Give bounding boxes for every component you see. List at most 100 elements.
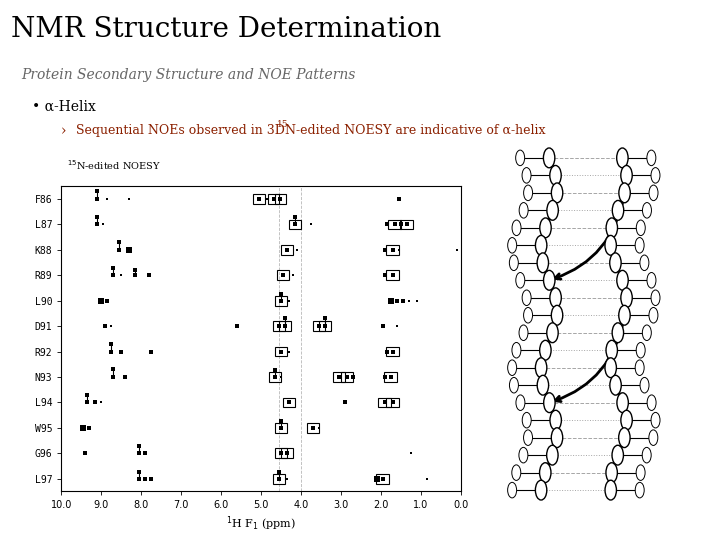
Circle shape	[547, 200, 558, 220]
Circle shape	[636, 342, 645, 358]
Circle shape	[536, 358, 546, 377]
Bar	[253, 194, 264, 204]
Circle shape	[523, 430, 533, 446]
Circle shape	[621, 410, 632, 430]
Circle shape	[605, 480, 616, 500]
Circle shape	[635, 482, 644, 498]
Circle shape	[512, 342, 521, 358]
X-axis label: $^{1}$H F$_1$ (ppm): $^{1}$H F$_1$ (ppm)	[226, 515, 296, 533]
Circle shape	[519, 325, 528, 341]
Circle shape	[519, 447, 528, 463]
Circle shape	[612, 200, 624, 220]
Circle shape	[606, 463, 617, 483]
Circle shape	[540, 218, 552, 238]
Circle shape	[619, 183, 630, 202]
Circle shape	[651, 167, 660, 183]
Bar	[312, 321, 325, 331]
Circle shape	[512, 465, 521, 481]
Circle shape	[523, 185, 533, 201]
Circle shape	[606, 218, 618, 238]
Bar	[333, 372, 346, 382]
Bar	[387, 397, 400, 407]
Circle shape	[523, 307, 533, 323]
Circle shape	[640, 255, 649, 271]
Circle shape	[642, 447, 651, 463]
Circle shape	[508, 238, 517, 253]
Circle shape	[550, 288, 562, 308]
Circle shape	[651, 413, 660, 428]
Circle shape	[522, 167, 531, 183]
Bar	[318, 321, 331, 331]
Circle shape	[516, 150, 525, 166]
Circle shape	[642, 202, 652, 218]
Circle shape	[537, 375, 549, 395]
Text: • α-Helix: • α-Helix	[32, 100, 96, 114]
Circle shape	[519, 202, 528, 218]
Circle shape	[539, 463, 551, 483]
Bar	[279, 321, 292, 331]
Circle shape	[618, 305, 630, 325]
Text: NMR Structure Determination: NMR Structure Determination	[11, 16, 441, 43]
Circle shape	[621, 165, 632, 185]
Circle shape	[617, 148, 628, 168]
Circle shape	[612, 446, 624, 465]
Circle shape	[550, 410, 562, 430]
Bar	[400, 220, 413, 229]
Circle shape	[642, 325, 652, 341]
Bar	[307, 423, 320, 433]
Bar	[387, 245, 400, 255]
Circle shape	[550, 165, 561, 185]
Circle shape	[610, 253, 621, 273]
Bar	[273, 474, 285, 483]
Circle shape	[618, 428, 630, 448]
Bar	[387, 347, 400, 356]
Bar	[282, 397, 295, 407]
Bar	[289, 220, 302, 229]
Circle shape	[647, 150, 656, 166]
Bar	[274, 296, 287, 306]
Circle shape	[605, 235, 616, 255]
Circle shape	[640, 377, 649, 393]
Bar	[379, 397, 391, 407]
Circle shape	[636, 220, 645, 235]
Text: Sequential NOEs observed in 3D: Sequential NOEs observed in 3D	[76, 124, 289, 137]
Circle shape	[544, 393, 555, 413]
Circle shape	[552, 428, 563, 448]
Circle shape	[621, 288, 632, 308]
Circle shape	[522, 413, 531, 428]
Bar	[269, 372, 282, 382]
Circle shape	[649, 430, 658, 446]
Circle shape	[536, 480, 546, 500]
Circle shape	[510, 377, 518, 393]
Bar	[281, 245, 293, 255]
Circle shape	[522, 290, 531, 306]
Circle shape	[647, 395, 656, 410]
Circle shape	[516, 395, 525, 410]
Bar	[274, 347, 287, 356]
Circle shape	[636, 465, 645, 481]
Circle shape	[617, 271, 629, 290]
Bar	[274, 423, 287, 433]
Circle shape	[509, 255, 518, 271]
Circle shape	[516, 273, 525, 288]
Circle shape	[649, 307, 658, 323]
Bar	[281, 448, 293, 458]
Circle shape	[544, 148, 555, 168]
Bar	[276, 271, 289, 280]
Circle shape	[647, 273, 656, 288]
Text: ›: ›	[61, 124, 67, 138]
Circle shape	[546, 323, 558, 343]
Bar	[274, 194, 286, 204]
Circle shape	[540, 340, 551, 360]
Circle shape	[508, 482, 517, 498]
Bar	[387, 271, 400, 280]
Bar	[377, 474, 390, 483]
Circle shape	[651, 290, 660, 306]
Circle shape	[635, 238, 644, 253]
Text: $^{15}$N-edited NOESY: $^{15}$N-edited NOESY	[67, 159, 161, 172]
Circle shape	[610, 375, 621, 395]
Text: Protein Secondary Structure and NOE Patterns: Protein Secondary Structure and NOE Patt…	[22, 68, 356, 82]
Circle shape	[635, 360, 644, 375]
Text: 15: 15	[277, 120, 289, 129]
Circle shape	[552, 305, 563, 325]
